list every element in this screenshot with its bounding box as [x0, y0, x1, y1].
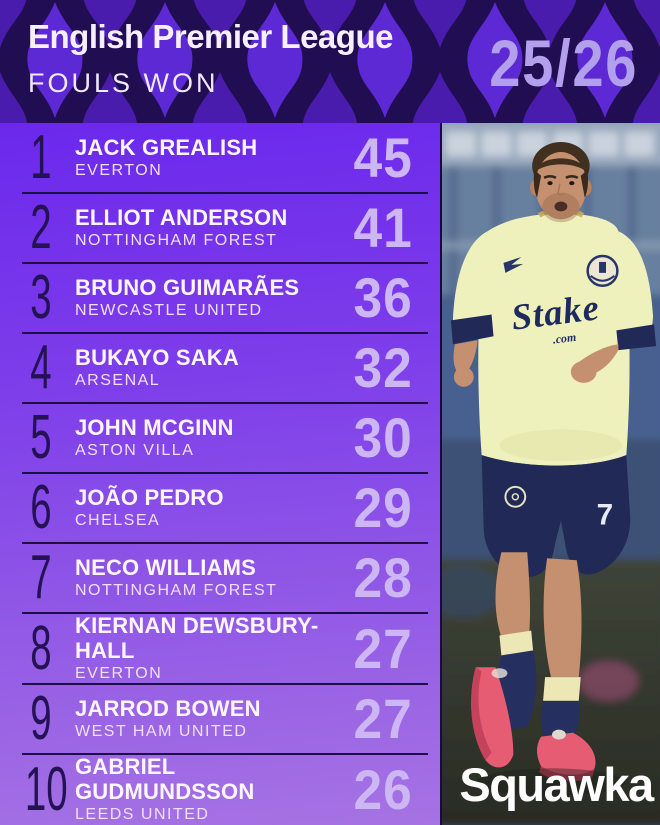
- rank-cell: 9: [30, 684, 52, 753]
- rank-cell: 10: [24, 754, 68, 824]
- team-name: CHELSEA: [75, 512, 161, 529]
- fouls-value: 26: [353, 757, 413, 821]
- fouls-value: 32: [353, 336, 413, 399]
- list-item: 9 JARROD BOWEN WEST HAM UNITED 27: [0, 683, 440, 754]
- player-name: GABRIEL GUDMUNDSSON: [75, 754, 255, 804]
- player-name: BRUNO GUIMARÃES: [75, 275, 300, 300]
- player-info: JARROD BOWEN WEST HAM UNITED: [67, 696, 346, 742]
- fouls-value: 29: [353, 476, 413, 539]
- rank-cell: 5: [30, 403, 52, 472]
- rank-cell: 8: [30, 613, 52, 683]
- player-name: JARROD BOWEN: [75, 696, 261, 721]
- jack-grealish-photo: Stake .com: [442, 123, 660, 825]
- sock-front: [541, 677, 581, 739]
- list-item: 3 BRUNO GUIMARÃES NEWCASTLE UNITED 36: [0, 262, 440, 333]
- player-name: JACK GREALISH: [75, 135, 258, 160]
- boot-front: [536, 729, 596, 782]
- player-head: [530, 142, 592, 223]
- player-name: KIERNAN DEWSBURY-HALL: [75, 613, 319, 663]
- list-item: 2 ELLIOT ANDERSON NOTTINGHAM FOREST 41: [0, 192, 440, 263]
- header: English Premier League FOULS WON 25/26: [0, 0, 660, 123]
- rank-cell: 3: [30, 263, 52, 332]
- team-name: LEEDS UNITED: [75, 806, 210, 823]
- fouls-value: 41: [353, 196, 413, 259]
- rank-cell: 6: [30, 473, 52, 542]
- list-item: 7 NECO WILLIAMS NOTTINGHAM FOREST 28: [0, 542, 440, 613]
- team-name: ASTON VILLA: [75, 442, 195, 459]
- leaderboard-panel: 1 JACK GREALISH EVERTON 45 2 ELLIOT ANDE…: [0, 123, 440, 825]
- player-info: BUKAYO SAKA ARSENAL: [67, 345, 346, 391]
- fouls-value: 30: [353, 406, 413, 469]
- player-info: ELLIOT ANDERSON NOTTINGHAM FOREST: [67, 205, 346, 251]
- rank-cell: 7: [30, 543, 52, 612]
- shorts-number: 7: [597, 499, 614, 532]
- everton-crest-icon: [586, 254, 619, 287]
- rank-cell: 4: [30, 333, 52, 402]
- list-item: 10 GABRIEL GUDMUNDSSON LEEDS UNITED 26: [0, 753, 440, 825]
- fouls-value: 27: [353, 687, 413, 750]
- squawka-logo: Squawka: [459, 758, 654, 811]
- list-item: 6 JOÃO PEDRO CHELSEA 29: [0, 472, 440, 543]
- player-name: BUKAYO SAKA: [75, 345, 239, 370]
- player-info: KIERNAN DEWSBURY-HALL EVERTON: [67, 613, 346, 684]
- player-figure: Stake .com: [450, 142, 657, 797]
- player-info: BRUNO GUIMARÃES NEWCASTLE UNITED: [67, 275, 346, 321]
- player-name: ELLIOT ANDERSON: [75, 205, 288, 230]
- rank-cell: 1: [30, 123, 52, 192]
- team-name: NOTTINGHAM FOREST: [75, 232, 278, 249]
- shirt-sponsor-suffix: .com: [552, 330, 577, 347]
- flame-pattern-background: [0, 0, 660, 123]
- stat-subtitle: FOULS WON: [28, 68, 219, 98]
- player-name: JOÃO PEDRO: [75, 485, 224, 510]
- list-item: 5 JOHN MCGINN ASTON VILLA 30: [0, 402, 440, 473]
- list-item: 1 JACK GREALISH EVERTON 45: [0, 123, 440, 193]
- player-photo-panel: Stake .com: [440, 123, 660, 825]
- player-info: GABRIEL GUDMUNDSSON LEEDS UNITED: [67, 754, 346, 825]
- player-name: JOHN MCGINN: [75, 415, 234, 440]
- list-item: 8 KIERNAN DEWSBURY-HALL EVERTON 27: [0, 612, 440, 684]
- list-item: 4 BUKAYO SAKA ARSENAL 32: [0, 332, 440, 403]
- fouls-value: 36: [353, 266, 413, 329]
- team-name: NOTTINGHAM FOREST: [75, 582, 278, 599]
- boot-back: [471, 667, 514, 768]
- rank-cell: 2: [30, 193, 52, 262]
- body: 1 JACK GREALISH EVERTON 45 2 ELLIOT ANDE…: [0, 123, 660, 825]
- player-info: NECO WILLIAMS NOTTINGHAM FOREST: [67, 555, 346, 601]
- fouls-value: 27: [353, 616, 413, 680]
- fouls-value: 28: [353, 546, 413, 609]
- team-name: NEWCASTLE UNITED: [75, 302, 263, 319]
- shorts: 7: [481, 455, 631, 578]
- castore-logo-icon: [503, 256, 524, 273]
- fouls-list: 1 JACK GREALISH EVERTON 45 2 ELLIOT ANDE…: [0, 123, 440, 825]
- fouls-value: 45: [353, 126, 413, 189]
- team-name: ARSENAL: [75, 372, 161, 389]
- season-badge: 25/26: [489, 26, 638, 100]
- player-info: JOÃO PEDRO CHELSEA: [67, 485, 346, 531]
- page-title: English Premier League: [28, 18, 393, 55]
- team-name: WEST HAM UNITED: [75, 723, 248, 740]
- player-info: JACK GREALISH EVERTON: [67, 135, 346, 181]
- team-name: EVERTON: [75, 162, 163, 179]
- team-name: EVERTON: [75, 665, 163, 682]
- player-info: JOHN MCGINN ASTON VILLA: [67, 415, 346, 461]
- player-name: NECO WILLIAMS: [75, 555, 257, 580]
